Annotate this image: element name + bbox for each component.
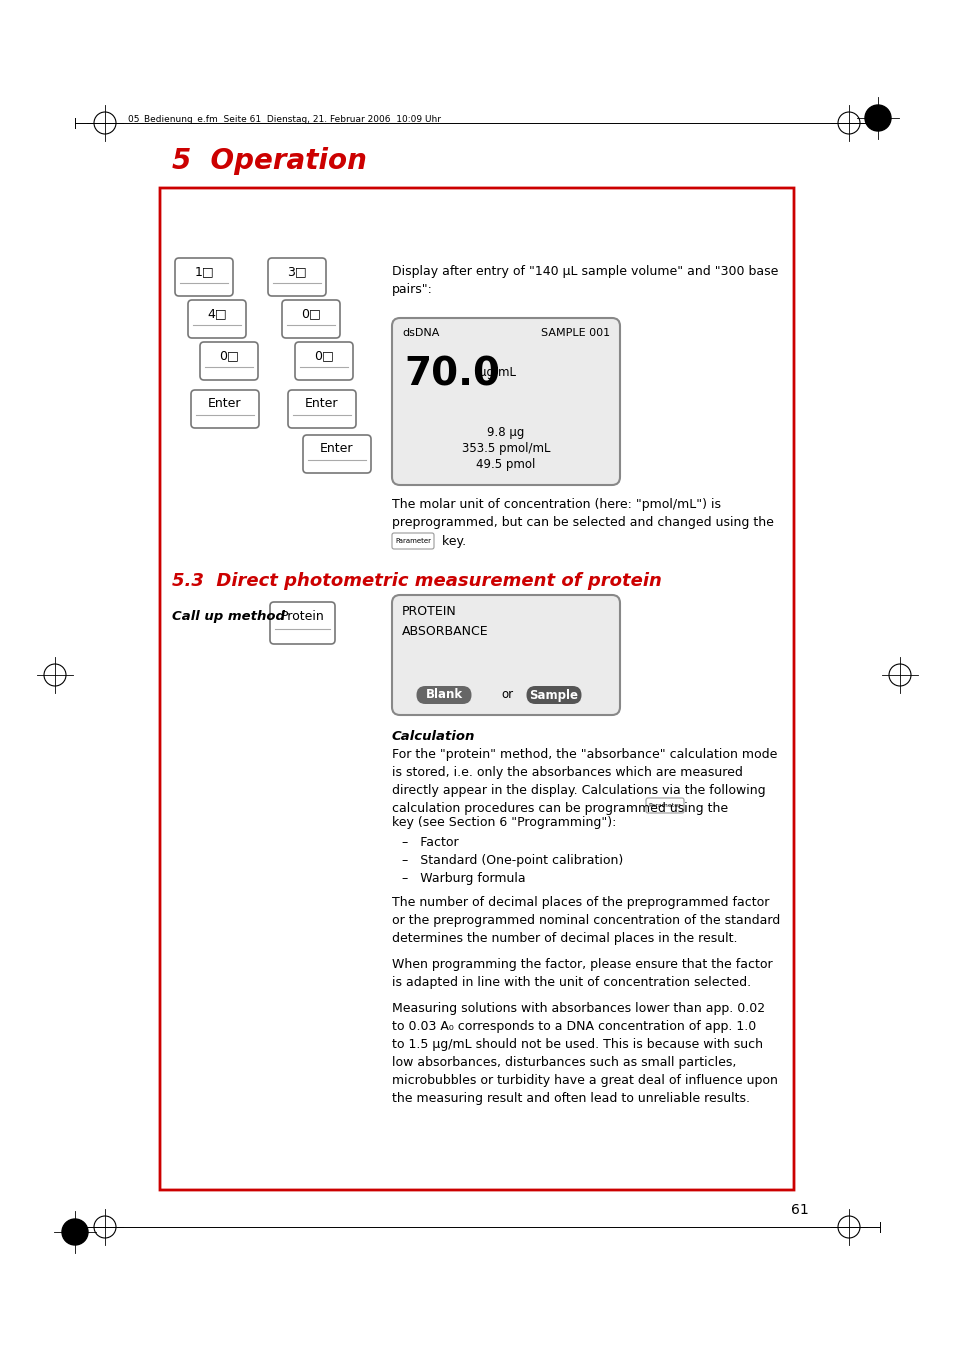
Text: 9.8 μg: 9.8 μg [487,427,524,439]
Text: SAMPLE 001: SAMPLE 001 [540,328,609,338]
Text: μg/mL: μg/mL [478,366,516,379]
Text: Parameter: Parameter [395,539,431,544]
Text: Enter: Enter [208,397,241,410]
FancyBboxPatch shape [270,602,335,644]
Text: Protein: Protein [280,610,324,624]
Text: 1□: 1□ [194,265,213,278]
FancyBboxPatch shape [200,342,257,379]
FancyBboxPatch shape [645,798,683,813]
Text: 49.5 pmol: 49.5 pmol [476,458,536,471]
FancyBboxPatch shape [303,435,371,472]
Text: –   Factor: – Factor [401,836,458,849]
Text: Enter: Enter [305,397,338,410]
Text: When programming the factor, please ensure that the factor
is adapted in line wi: When programming the factor, please ensu… [392,958,772,990]
Text: 5.3  Direct photometric measurement of protein: 5.3 Direct photometric measurement of pr… [172,572,661,590]
Text: Call up method: Call up method [172,610,285,622]
Text: Display after entry of "140 μL sample volume" and "300 base
pairs":: Display after entry of "140 μL sample vo… [392,265,778,296]
FancyBboxPatch shape [282,300,339,338]
Text: 0□: 0□ [301,306,320,320]
Text: –   Standard (One-point calibration): – Standard (One-point calibration) [401,855,622,867]
Text: or: or [500,688,513,702]
FancyBboxPatch shape [268,258,326,296]
FancyBboxPatch shape [416,686,471,703]
Text: 0□: 0□ [219,348,238,362]
Text: 0□: 0□ [314,348,334,362]
Text: 4□: 4□ [207,306,227,320]
Text: PROTEIN: PROTEIN [401,605,456,618]
Text: Measuring solutions with absorbances lower than app. 0.02
to 0.03 A₀ corresponds: Measuring solutions with absorbances low… [392,1002,777,1106]
Text: 05_Bedienung_e.fm  Seite 61  Dienstag, 21. Februar 2006  10:09 Uhr: 05_Bedienung_e.fm Seite 61 Dienstag, 21.… [128,116,440,124]
Text: 5  Operation: 5 Operation [172,147,367,176]
Circle shape [62,1219,88,1245]
Circle shape [864,105,890,131]
Text: key (see Section 6 "Programming"):: key (see Section 6 "Programming"): [392,815,616,829]
Text: key.: key. [437,535,466,548]
Text: For the "protein" method, the "absorbance" calculation mode
is stored, i.e. only: For the "protein" method, the "absorbanc… [392,748,777,815]
Text: –   Warburg formula: – Warburg formula [401,872,525,886]
Text: 61: 61 [790,1203,808,1216]
FancyBboxPatch shape [191,390,258,428]
FancyBboxPatch shape [160,188,793,1189]
Text: 70.0: 70.0 [403,356,499,394]
Text: 353.5 pmol/mL: 353.5 pmol/mL [461,441,550,455]
FancyBboxPatch shape [188,300,246,338]
Text: Parameter: Parameter [648,803,680,809]
Text: Enter: Enter [320,441,354,455]
FancyBboxPatch shape [526,686,581,703]
FancyBboxPatch shape [392,595,619,716]
FancyBboxPatch shape [288,390,355,428]
Text: 3□: 3□ [287,265,307,278]
Text: The number of decimal places of the preprogrammed factor
or the preprogrammed no: The number of decimal places of the prep… [392,896,780,945]
FancyBboxPatch shape [392,319,619,485]
FancyBboxPatch shape [174,258,233,296]
Text: ABSORBANCE: ABSORBANCE [401,625,488,639]
Text: Blank: Blank [425,688,462,702]
Text: The molar unit of concentration (here: "pmol/mL") is
preprogrammed, but can be s: The molar unit of concentration (here: "… [392,498,773,529]
FancyBboxPatch shape [294,342,353,379]
Text: dsDNA: dsDNA [401,328,439,338]
Text: Sample: Sample [529,688,578,702]
Text: Calculation: Calculation [392,730,475,742]
FancyBboxPatch shape [392,533,434,549]
